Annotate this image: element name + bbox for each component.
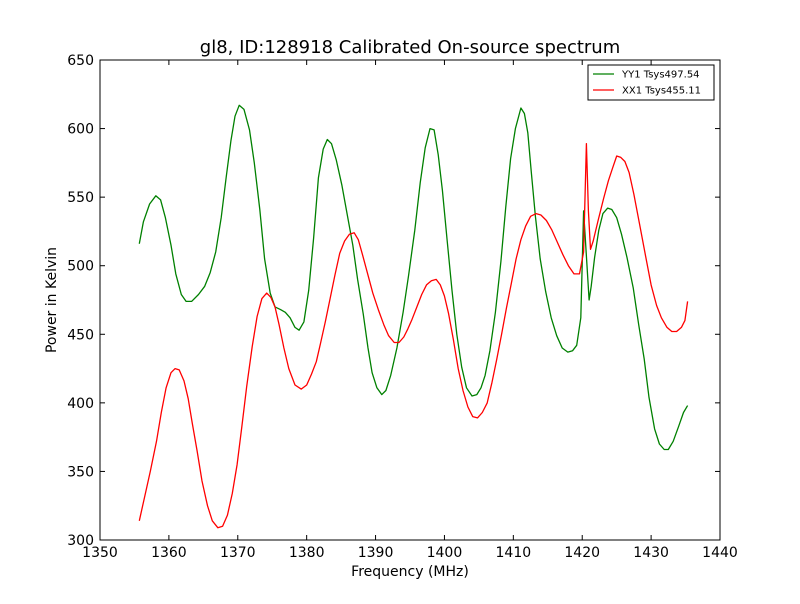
series-lines [138, 104, 689, 529]
series-line-1 [138, 104, 689, 451]
x-tick-label: 1420 [564, 545, 600, 561]
tick-group: 1350 1360 1370 1380 1390 1400 1410 1420 1430 1440… [67, 53, 738, 561]
y-axis-label: Power in Kelvin [44, 247, 60, 353]
x-tick-label: 1360 [151, 545, 187, 561]
y-tick-label: 650 [67, 53, 94, 69]
x-tick-label: 1350 [82, 545, 118, 561]
x-tick-label: 1380 [289, 545, 325, 561]
chart-title: gl8, ID:128918 Calibrated On-source spec… [200, 37, 620, 58]
y-tick-label: 450 [67, 327, 94, 343]
x-tick-label: 1430 [633, 545, 669, 561]
x-axis-label: Frequency (MHz) [351, 564, 469, 580]
y-tick-label: 350 [67, 464, 94, 480]
x-tick-label: 1400 [427, 545, 463, 561]
series-line-2 [138, 143, 689, 529]
y-tick-label: 300 [67, 533, 94, 549]
x-tick-label: 1440 [702, 545, 738, 561]
y-tick-label: 500 [67, 259, 94, 275]
x-tick-label: 1410 [496, 545, 532, 561]
legend-box [587, 64, 715, 101]
x-tick-label: 1370 [220, 545, 256, 561]
legend-label: YY1 Tsys497.54 [621, 70, 700, 81]
y-tick-label: 550 [67, 190, 94, 206]
plot-area-frame [99, 59, 721, 541]
x-tick-label: 1390 [358, 545, 394, 561]
y-tick-label: 600 [67, 122, 94, 138]
y-tick-label: 400 [67, 396, 94, 412]
legend: YY1 Tsys497.54 XX1 Tsys455.11 [587, 64, 715, 101]
legend-label: XX1 Tsys455.11 [622, 86, 701, 97]
